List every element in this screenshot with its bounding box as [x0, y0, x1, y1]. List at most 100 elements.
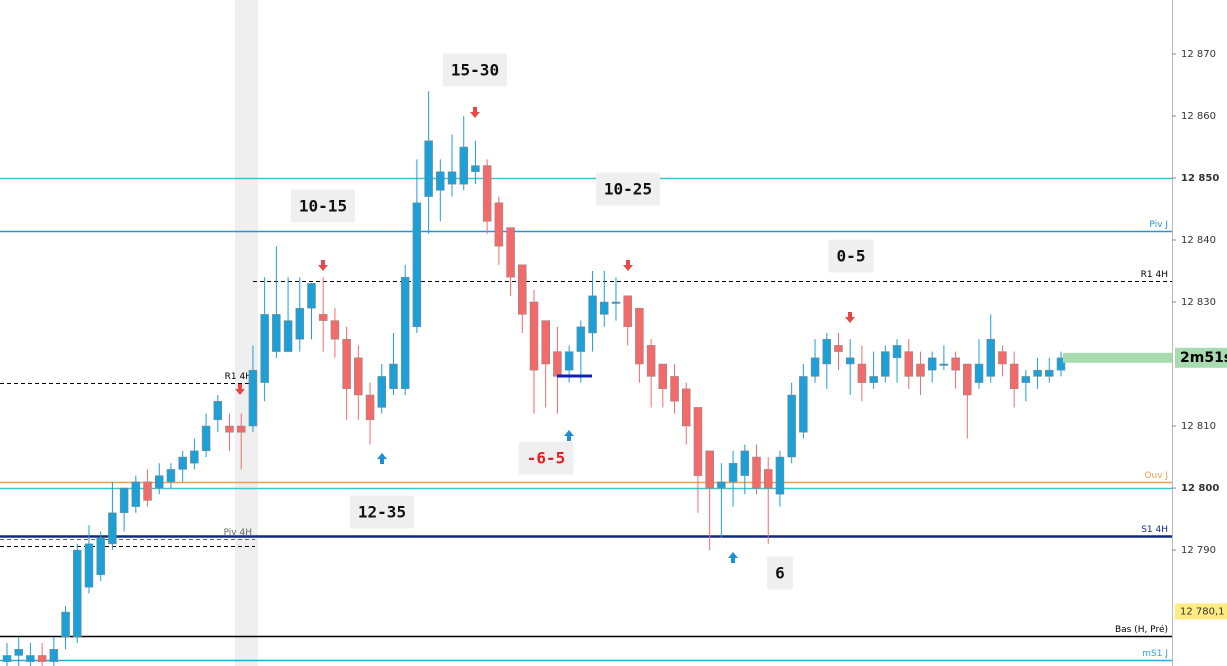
candle-body: [365, 394, 375, 421]
candle-body: [73, 549, 82, 638]
candle-body: [576, 326, 586, 352]
candle-body: [283, 320, 293, 352]
price-label: 12 780,1: [1180, 606, 1225, 617]
candle-body: [658, 363, 668, 390]
candle-body: [1056, 357, 1066, 371]
candle-body: [213, 400, 223, 421]
annotation: 10-15: [299, 197, 347, 216]
annotation: 6: [775, 564, 785, 583]
candle-body: [436, 171, 445, 191]
candle-body: [424, 140, 433, 197]
candle-body: [787, 394, 796, 458]
candle-body: [377, 376, 387, 408]
y-tick-label: 12 790: [1181, 545, 1216, 556]
candle-body: [49, 649, 59, 662]
candle-body: [389, 363, 398, 390]
candle-body: [646, 345, 656, 377]
y-tick-label: 12 800: [1181, 483, 1219, 494]
candle-body: [354, 357, 363, 396]
candle-body: [459, 146, 468, 185]
candle-body: [26, 655, 35, 662]
level-label: Ouv J: [1144, 471, 1168, 481]
buy-arrow: [564, 430, 574, 441]
timer-box: [1175, 347, 1227, 368]
candle-body: [529, 301, 539, 371]
candle-body: [553, 351, 562, 377]
level-label: Piv 4H: [224, 528, 252, 538]
candle-body: [1045, 369, 1054, 377]
level-label: R1 4H: [1141, 270, 1168, 280]
candle-body: [611, 301, 621, 304]
candle-body: [600, 301, 609, 315]
candle-body: [705, 450, 714, 489]
candle-body: [857, 363, 867, 383]
timer-bar: [1063, 352, 1172, 363]
candle-body: [974, 363, 984, 383]
candle-body: [681, 388, 691, 427]
annotation-box: [595, 172, 661, 206]
y-tick-label: 12 840: [1181, 235, 1216, 246]
y-tick-label: 12 870: [1181, 49, 1216, 60]
axis-panel: [1172, 0, 1227, 666]
candle-body: [635, 307, 644, 365]
candle-body: [998, 351, 1007, 365]
annotation: 12-35: [358, 503, 406, 522]
annotation-box: [442, 53, 508, 87]
y-tick-label: 12 860: [1181, 111, 1216, 122]
candle-body: [670, 376, 679, 402]
sell-arrow: [235, 384, 245, 395]
annotation: 15-30: [451, 61, 499, 80]
candle-body: [154, 475, 164, 489]
candle-body: [518, 264, 527, 315]
candle-body: [84, 543, 94, 588]
candle-body: [951, 357, 960, 371]
candle-body: [693, 407, 703, 476]
candle-body: [272, 314, 281, 352]
candle-body: [260, 314, 269, 383]
candles: [2, 91, 1066, 666]
annotation-box: [518, 441, 574, 475]
candle-body: [986, 338, 995, 377]
sell-arrow: [318, 260, 328, 271]
candle-body: [178, 456, 187, 470]
candle-body: [916, 363, 925, 377]
candle-body: [412, 202, 422, 328]
buy-arrow: [377, 453, 387, 464]
level-label: R1 4H: [225, 372, 252, 382]
candle-body: [447, 171, 457, 185]
annotation: -6-5: [527, 449, 566, 468]
candle-body: [318, 314, 328, 321]
candle-body: [541, 320, 550, 365]
candle-body: [728, 462, 738, 483]
timer-label: 2m51s: [1180, 350, 1227, 366]
candle-body: [939, 363, 949, 366]
candle-body: [904, 351, 914, 377]
candle-body: [131, 481, 141, 507]
y-tick-label: 12 810: [1181, 421, 1216, 432]
candle-body: [845, 357, 855, 365]
candle-body: [166, 469, 176, 483]
sell-arrow: [470, 107, 480, 118]
candle-body: [588, 295, 597, 334]
candle-body: [143, 481, 152, 501]
session-band: [235, 0, 258, 666]
candle-body: [248, 369, 258, 427]
levels: Piv J R1 4H R1 4H Ouv J S1 4H Piv 4H Bas (H, P…: [0, 177, 1172, 662]
annotation-box: [290, 189, 356, 223]
annotation-box: [349, 495, 415, 529]
candle-body: [61, 611, 70, 638]
candle-body: [108, 512, 117, 545]
candle-body: [236, 425, 246, 433]
candle-body: [400, 276, 410, 390]
candle-body: [752, 456, 761, 489]
candle-body: [1021, 376, 1031, 383]
candle-body: [471, 165, 480, 173]
candle-body: [799, 376, 808, 433]
candle-body: [834, 345, 843, 352]
candle-body: [892, 345, 902, 359]
candle-body: [295, 307, 305, 340]
candle-body: [225, 425, 234, 433]
candle-body: [190, 450, 199, 464]
